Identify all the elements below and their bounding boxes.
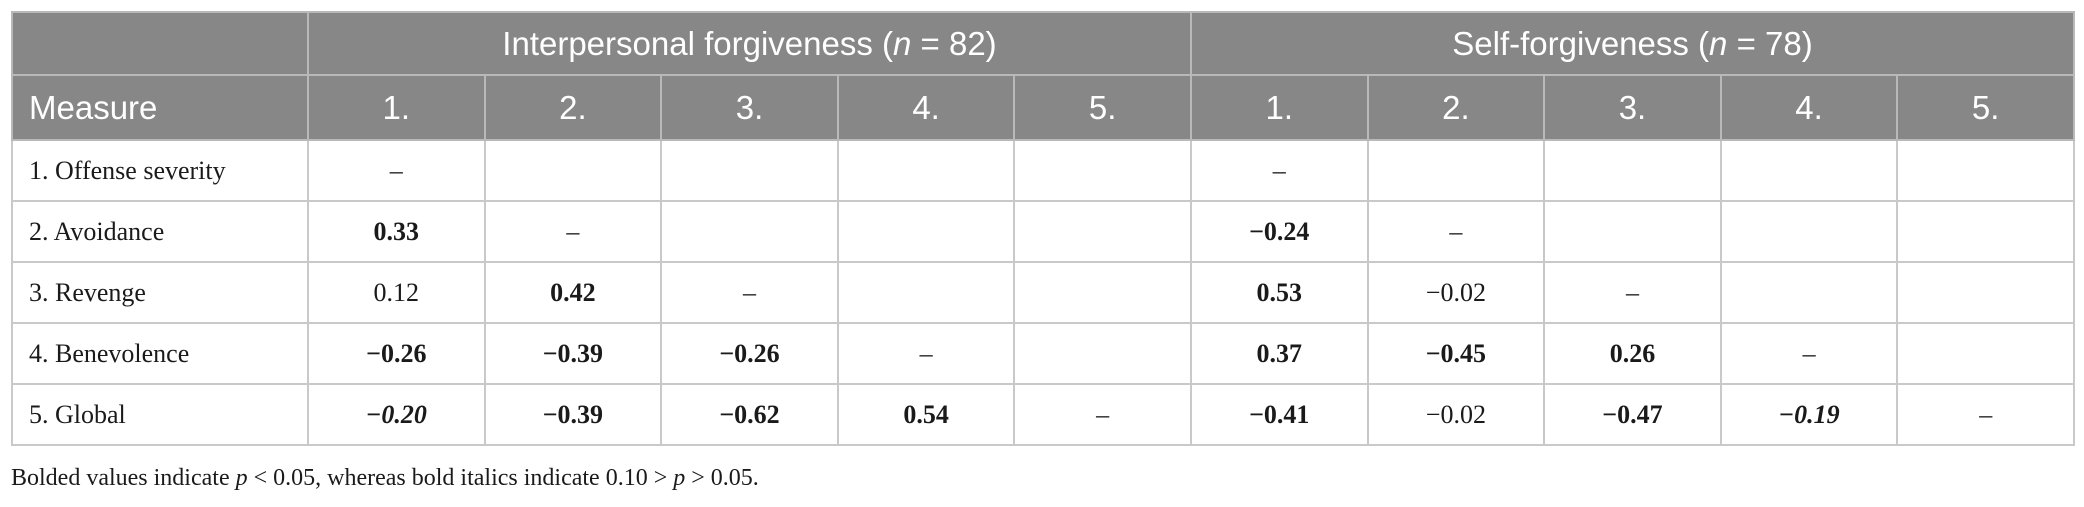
footnote-p-symbol: p — [235, 465, 248, 491]
table-cell — [1013, 261, 1192, 324]
table-cell — [1013, 139, 1192, 202]
table-cell: −0.26 — [307, 322, 486, 385]
column-header: 3. — [1543, 74, 1722, 141]
row-label: 2. Avoidance — [11, 200, 309, 263]
table-cell — [1719, 139, 1899, 202]
table-cell: −0.02 — [1366, 383, 1546, 446]
table-cell: 0.12 — [307, 261, 486, 324]
table-cell — [1013, 200, 1192, 263]
table-cell — [1719, 200, 1899, 263]
table-cell: – — [1366, 200, 1546, 263]
table-cell: – — [1719, 322, 1899, 385]
table-cell — [660, 200, 839, 263]
group-label-suffix: = 82) — [911, 24, 997, 62]
table-cell: −0.62 — [660, 383, 839, 446]
group-label-prefix: Interpersonal forgiveness ( — [502, 24, 893, 62]
table-cell — [483, 139, 663, 202]
group-label-suffix: = 78) — [1727, 24, 1813, 62]
table-row: 5. Global −0.20 −0.39 −0.62 0.54– −0.41 −0.02−… — [11, 383, 2076, 446]
column-header: 1. — [307, 74, 486, 141]
column-header: 2. — [483, 74, 663, 141]
column-header-measure: Measure — [11, 74, 309, 141]
table-cell: 0.37 — [1189, 322, 1369, 385]
table-cell: −0.26 — [660, 322, 839, 385]
footnote-text: Bolded values indicate — [11, 465, 236, 491]
table-cell: −0.39 — [483, 383, 663, 446]
table-cell: −0.20 — [307, 383, 486, 446]
column-header-row: Measure 1. 2. 3. 4. 5. 1. 2. 3. 4. 5. — [11, 74, 2076, 141]
table-cell — [836, 200, 1016, 263]
column-header: 4. — [836, 74, 1016, 141]
footnote-p-symbol: p — [673, 465, 686, 491]
table-cell — [1543, 139, 1722, 202]
group-header-self: Self-forgiveness (n = 78) — [1189, 11, 2076, 76]
table-cell: – — [1896, 383, 2076, 446]
table-cell: −0.19 — [1719, 383, 1899, 446]
table-cell: −0.39 — [483, 322, 663, 385]
column-header: 3. — [660, 74, 839, 141]
group-header-row: Interpersonal forgiveness (n = 82) Self-… — [11, 11, 2076, 76]
table-body: 1. Offense severity – –2. Avoidance 0.33– −0… — [11, 139, 2076, 446]
column-header: 5. — [1896, 74, 2076, 141]
table-cell: −0.41 — [1189, 383, 1369, 446]
group-header-blank — [11, 11, 309, 76]
table-cell: – — [660, 261, 839, 324]
row-label: 4. Benevolence — [11, 322, 309, 385]
table-cell: 0.54 — [836, 383, 1016, 446]
group-header-interpersonal: Interpersonal forgiveness (n = 82) — [307, 11, 1192, 76]
table-cell — [660, 139, 839, 202]
table-cell: 0.42 — [483, 261, 663, 324]
row-label: 5. Global — [11, 383, 309, 446]
group-n-symbol: n — [893, 24, 912, 62]
table-cell — [1896, 322, 2076, 385]
table-cell: – — [483, 200, 663, 263]
footnote-text: < 0.05, whereas bold italics indicate 0.… — [247, 465, 674, 491]
table-cell: −0.47 — [1543, 383, 1722, 446]
table-cell — [836, 139, 1016, 202]
table-cell: 0.33 — [307, 200, 486, 263]
table-cell — [1896, 200, 2076, 263]
table-cell — [1543, 200, 1722, 263]
table-cell: −0.45 — [1366, 322, 1546, 385]
table-cell — [1896, 139, 2076, 202]
footnote-text: > 0.05. — [685, 465, 759, 491]
column-header: 5. — [1013, 74, 1192, 141]
table-cell — [1366, 139, 1546, 202]
column-header: 2. — [1366, 74, 1546, 141]
table-cell: – — [1013, 383, 1192, 446]
table-cell — [1013, 322, 1192, 385]
table-cell: −0.24 — [1189, 200, 1369, 263]
table-cell: – — [836, 322, 1016, 385]
table-cell: – — [307, 139, 486, 202]
table-cell: 0.53 — [1189, 261, 1369, 324]
group-n-symbol: n — [1709, 24, 1728, 62]
table-footnote: Bolded values indicate p < 0.05, whereas… — [11, 465, 759, 492]
table-cell — [1719, 261, 1899, 324]
row-label: 3. Revenge — [11, 261, 309, 324]
table-cell: 0.26 — [1543, 322, 1722, 385]
correlation-table-container: Interpersonal forgiveness (n = 82) Self-… — [11, 11, 2076, 446]
table-cell — [1896, 261, 2076, 324]
table-cell: – — [1543, 261, 1722, 324]
row-label: 1. Offense severity — [11, 139, 309, 202]
column-header: 4. — [1719, 74, 1899, 141]
table-row: 1. Offense severity – – — [11, 139, 2076, 202]
table-cell: – — [1189, 139, 1369, 202]
table-row: 4. Benevolence −0.26 −0.39 −0.26–0.37 −0.45 0… — [11, 322, 2076, 385]
table-cell — [836, 261, 1016, 324]
correlation-table: Interpersonal forgiveness (n = 82) Self-… — [11, 11, 2076, 446]
column-header: 1. — [1189, 74, 1369, 141]
group-label-prefix: Self-forgiveness ( — [1452, 24, 1710, 62]
table-row: 2. Avoidance 0.33– −0.24– — [11, 200, 2076, 263]
table-cell: −0.02 — [1366, 261, 1546, 324]
table-row: 3. Revenge 0.12 0.42–0.53 −0.02– — [11, 261, 2076, 324]
